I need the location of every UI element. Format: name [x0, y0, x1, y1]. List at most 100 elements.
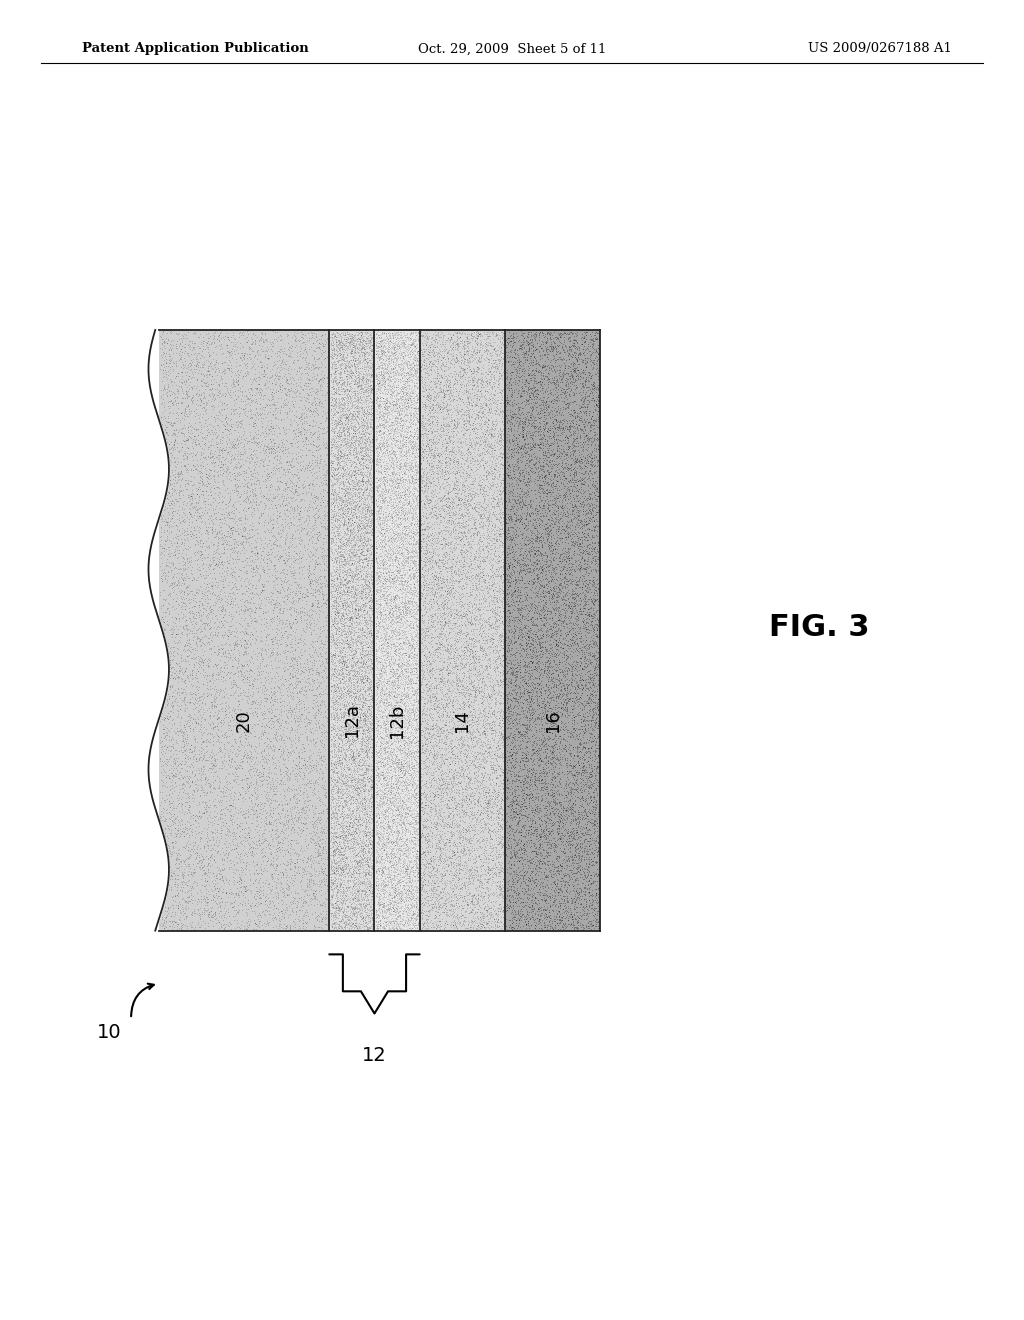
Point — [551, 517, 567, 539]
Point — [158, 511, 174, 532]
Point — [375, 424, 391, 445]
Point — [584, 541, 600, 562]
Point — [348, 665, 365, 686]
Point — [365, 684, 381, 705]
Point — [556, 616, 572, 638]
Point — [515, 413, 531, 434]
Point — [360, 906, 377, 927]
Point — [573, 512, 590, 533]
Point — [373, 639, 389, 660]
Point — [269, 718, 286, 739]
Point — [400, 649, 417, 671]
Point — [338, 857, 354, 878]
Point — [357, 330, 374, 351]
Point — [473, 429, 489, 450]
Point — [407, 553, 423, 574]
Point — [346, 484, 362, 506]
Point — [461, 694, 477, 715]
Point — [358, 836, 375, 857]
Point — [357, 727, 374, 748]
Point — [474, 442, 490, 463]
Point — [585, 871, 601, 892]
Point — [330, 723, 346, 744]
Point — [368, 616, 384, 638]
Point — [375, 401, 391, 422]
Point — [356, 750, 373, 771]
Point — [352, 850, 369, 871]
Point — [434, 820, 451, 841]
Point — [424, 550, 440, 572]
Point — [271, 832, 288, 853]
Point — [465, 894, 481, 915]
Point — [397, 527, 414, 548]
Point — [170, 793, 186, 814]
Point — [203, 684, 219, 705]
Point — [485, 543, 502, 564]
Point — [453, 750, 469, 771]
Point — [355, 581, 372, 602]
Point — [361, 496, 378, 517]
Point — [587, 903, 603, 924]
Point — [385, 756, 401, 777]
Point — [406, 371, 422, 392]
Point — [355, 499, 372, 520]
Point — [399, 705, 416, 726]
Point — [268, 479, 285, 500]
Point — [485, 652, 502, 673]
Point — [373, 833, 389, 854]
Point — [160, 883, 176, 904]
Point — [357, 809, 374, 830]
Point — [373, 495, 389, 516]
Point — [424, 379, 440, 400]
Point — [484, 849, 501, 870]
Point — [397, 770, 414, 791]
Point — [364, 638, 380, 659]
Point — [394, 367, 411, 388]
Point — [413, 550, 429, 572]
Point — [420, 671, 436, 692]
Point — [387, 686, 403, 708]
Point — [360, 636, 377, 657]
Point — [183, 362, 200, 383]
Point — [385, 801, 401, 822]
Point — [435, 507, 452, 528]
Point — [558, 541, 574, 562]
Point — [275, 661, 292, 682]
Point — [488, 343, 505, 364]
Point — [387, 774, 403, 795]
Point — [396, 742, 413, 763]
Point — [467, 517, 483, 539]
Point — [395, 770, 412, 791]
Point — [216, 459, 232, 480]
Point — [364, 825, 380, 846]
Point — [378, 787, 394, 808]
Point — [580, 750, 596, 771]
Point — [553, 755, 569, 776]
Point — [575, 401, 592, 422]
Point — [318, 816, 335, 837]
Point — [243, 880, 259, 902]
Point — [420, 787, 436, 808]
Point — [404, 381, 421, 403]
Point — [487, 350, 504, 371]
Point — [385, 730, 401, 751]
Point — [326, 737, 342, 758]
Point — [215, 783, 231, 804]
Point — [395, 672, 412, 693]
Point — [523, 606, 540, 627]
Point — [564, 503, 581, 524]
Point — [195, 857, 211, 878]
Point — [326, 904, 342, 925]
Point — [461, 903, 477, 924]
Point — [153, 826, 169, 847]
Point — [233, 432, 250, 453]
Point — [501, 482, 517, 503]
Point — [203, 900, 219, 921]
Point — [369, 367, 385, 388]
Point — [269, 824, 286, 845]
Point — [549, 440, 565, 461]
Point — [519, 832, 536, 853]
Point — [387, 730, 403, 751]
Point — [360, 585, 377, 606]
Point — [157, 842, 173, 863]
